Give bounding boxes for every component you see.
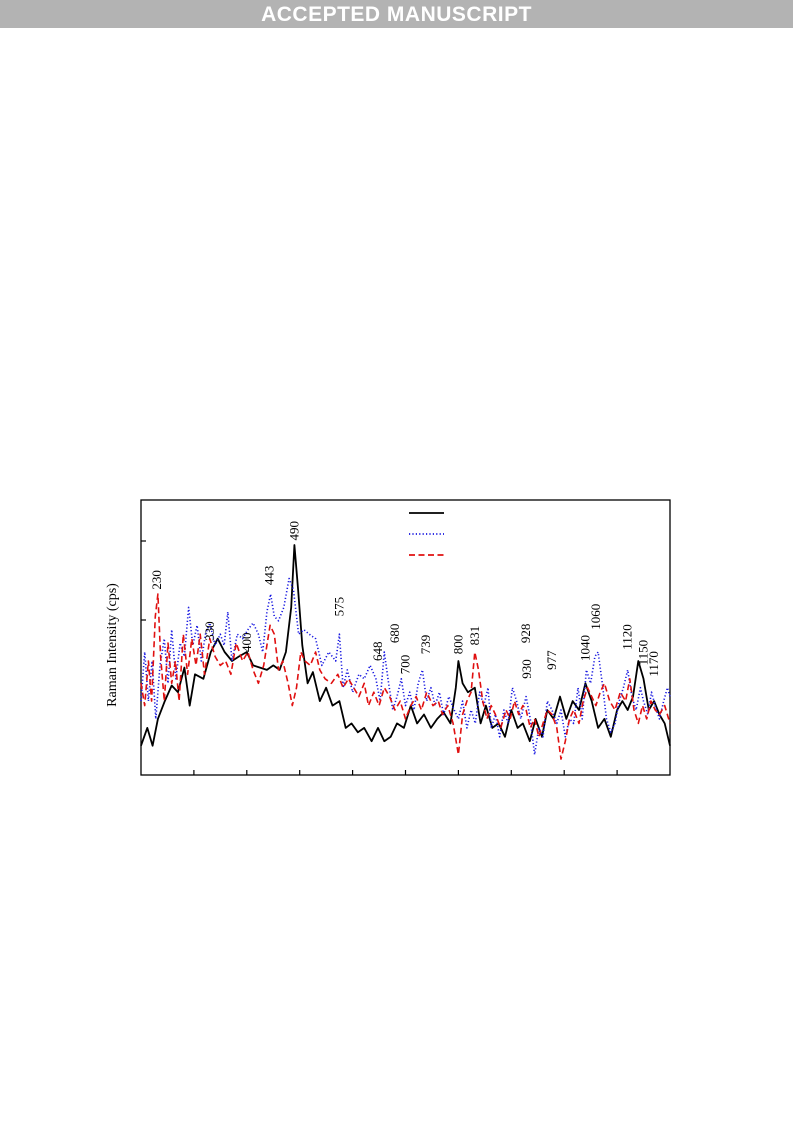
peak-label: 330	[202, 621, 217, 641]
peak-label: 400	[239, 633, 254, 653]
series-layer	[140, 544, 671, 760]
peak-label: 1060	[588, 604, 603, 630]
peak-label: 700	[398, 655, 413, 675]
legend	[409, 512, 444, 556]
peak-label: 1040	[577, 635, 592, 661]
axis-ticks	[141, 540, 618, 775]
peak-label: 1120	[620, 624, 635, 650]
peak-label: 648	[370, 642, 385, 662]
peak-label: 800	[450, 635, 465, 655]
y-axis-label: Raman Intensity (cps)	[105, 583, 120, 707]
peak-label: 443	[262, 566, 277, 586]
peak-label: 680	[387, 624, 402, 644]
peak-label: 1170	[646, 651, 661, 677]
peak-label: 490	[286, 521, 301, 541]
accepted-manuscript-banner: ACCEPTED MANUSCRIPT	[0, 0, 793, 28]
peak-label: 575	[331, 597, 346, 617]
series-line-3	[140, 593, 671, 760]
series-line-1	[140, 544, 671, 747]
peak-label: 977	[544, 650, 559, 670]
peak-label: 930	[519, 659, 534, 679]
peak-label: 230	[149, 570, 164, 590]
peak-label: 928	[518, 624, 533, 644]
peak-label: 1150	[636, 640, 651, 666]
peak-label: 739	[418, 635, 433, 655]
peak-label: 831	[467, 626, 482, 646]
